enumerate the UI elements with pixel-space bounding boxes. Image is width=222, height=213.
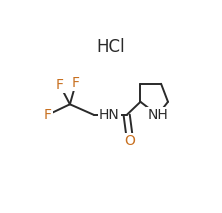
Text: HCl: HCl: [96, 38, 125, 56]
Text: F: F: [44, 108, 52, 122]
Text: O: O: [125, 134, 136, 148]
Text: HN: HN: [99, 108, 120, 122]
Text: NH: NH: [147, 108, 168, 122]
Text: F: F: [72, 76, 80, 90]
Text: F: F: [56, 78, 63, 92]
